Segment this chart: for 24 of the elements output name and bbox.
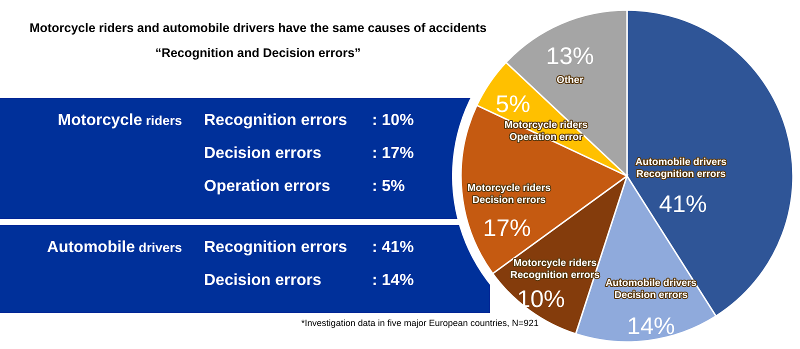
text: “Recognition and Decision errors”: [155, 46, 361, 60]
data-label: 17%: [482, 215, 532, 242]
text: Decision errors: [204, 272, 322, 289]
text: Recognition errors: [204, 239, 348, 256]
data-label: 10%: [516, 286, 566, 313]
slice-label: Automobile drivers Recognition errors: [635, 157, 727, 180]
slice-label: Motorcycle riders Decision errors: [467, 183, 552, 206]
data-label: 14%: [626, 313, 676, 340]
text: Motorcycle riders: [58, 112, 182, 129]
text: Operation errors: [204, 178, 330, 195]
slice-label: Other: [556, 75, 584, 86]
data-label: 5%: [496, 91, 530, 118]
text: : 41%: [372, 239, 414, 256]
text: *Investigation data in five major European countries, N=921: [301, 318, 539, 328]
text: Motorcycle riders and automobile drivers have the same causes of accidents: [29, 21, 487, 35]
text: : 17%: [372, 145, 414, 162]
text: Recognition errors: [204, 112, 348, 129]
text: : 10%: [372, 112, 414, 129]
text: : 5%: [372, 178, 405, 195]
text: : 14%: [372, 272, 414, 289]
text: Automobile drivers: [47, 239, 182, 256]
text: Decision errors: [204, 145, 322, 162]
data-label: 13%: [546, 43, 594, 70]
data-label: 41%: [658, 191, 708, 218]
